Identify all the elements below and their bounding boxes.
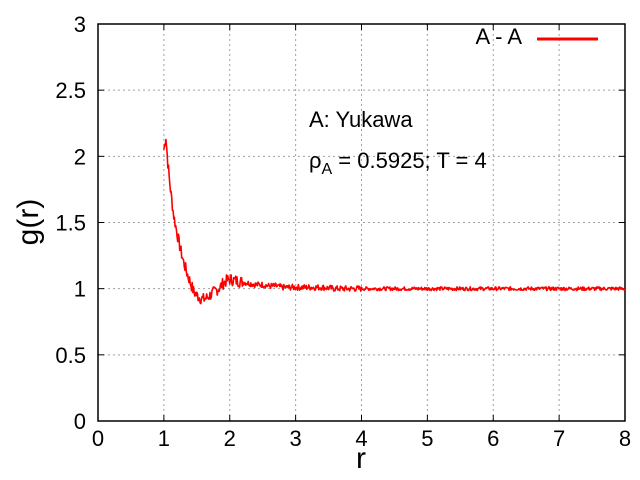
legend-label: A - A [476,24,523,49]
x-tick-label: 6 [487,426,499,451]
y-tick-label: 1 [74,277,86,302]
grid [98,24,625,421]
y-axis-label: g(r) [12,199,45,246]
params-annotation: ρA = 0.5925; T = 4 [309,148,487,178]
y-tick-label: 0.5 [55,343,86,368]
y-tick-label: 3 [74,12,86,37]
y-tick-label: 1.5 [55,211,86,236]
x-tick-label: 4 [355,426,367,451]
x-tick-label: 0 [92,426,104,451]
y-tick-label: 0 [74,409,86,434]
y-tick-label: 2.5 [55,78,86,103]
rho-subscript: A [322,161,333,178]
y-tick-label: 2 [74,144,86,169]
x-axis-label: r [356,442,366,475]
x-tick-label: 8 [619,426,631,451]
system-annotation: A: Yukawa [309,107,413,132]
x-tick-label: 5 [421,426,433,451]
ticks [97,23,626,422]
y-tick-labels: 0 0.5 1 1.5 2 2.5 3 [55,12,86,434]
x-tick-label: 2 [224,426,236,451]
legend: A - A [476,24,598,49]
plot-frame [97,23,626,422]
series [163,136,626,305]
x-tick-labels: 0 1 2 3 4 5 6 7 8 [92,426,631,451]
x-tick-label: 7 [553,426,565,451]
x-tick-label: 3 [290,426,302,451]
x-tick-label: 1 [158,426,170,451]
rho-symbol: ρ [309,148,322,173]
series-line-a-a [163,138,626,305]
params-text: = 0.5925; T = 4 [332,148,487,173]
